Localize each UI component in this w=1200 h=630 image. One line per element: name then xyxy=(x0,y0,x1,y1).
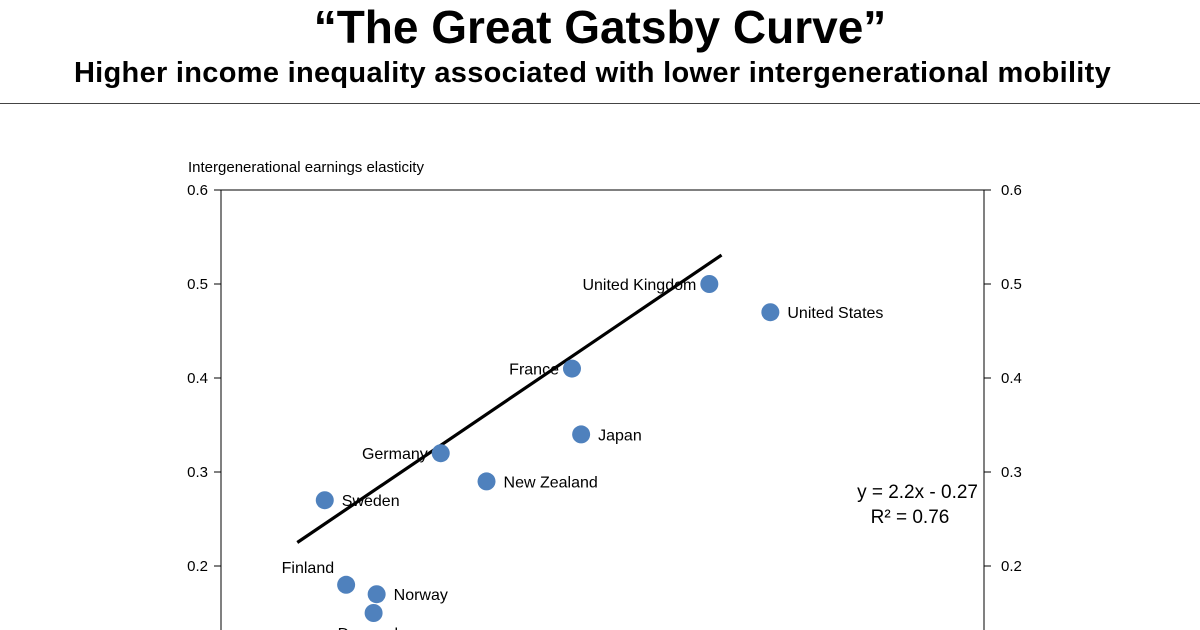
data-point-label: New Zealand xyxy=(504,474,598,491)
trend-line xyxy=(296,253,723,544)
data-point-label: Japan xyxy=(598,427,642,444)
data-point-label: United Kingdom xyxy=(582,277,696,294)
y-tick-label-right: 0.3 xyxy=(1001,464,1022,481)
data-points: United Kingdom United States France Japan Ge… xyxy=(282,275,883,630)
data-point xyxy=(761,303,780,322)
data-point xyxy=(572,425,591,444)
y-tick-label-right: 0.6 xyxy=(1001,182,1022,199)
data-point xyxy=(315,491,334,510)
data-point xyxy=(367,585,386,604)
y-tick-label-left: 0.6 xyxy=(187,182,208,199)
y-tick-label-left: 0.5 xyxy=(187,276,208,293)
y-tick-label-left: 0.4 xyxy=(187,370,208,387)
data-point-label: Norway xyxy=(394,587,448,604)
r-squared-label: R² = 0.76 xyxy=(871,507,950,528)
data-point xyxy=(364,604,383,622)
plot-area-frame xyxy=(220,189,985,630)
y-tick-label-right: 0.4 xyxy=(1001,370,1022,387)
y-tick-label-right: 0.2 xyxy=(1001,558,1022,575)
data-point-label: United States xyxy=(787,305,883,322)
data-point xyxy=(562,359,581,378)
data-point xyxy=(431,444,450,463)
data-point xyxy=(700,275,719,293)
y-tick-label-left: 0.2 xyxy=(187,558,208,575)
left-axis-ticks: 0.6 0.5 0.4 0.3 0.2 xyxy=(187,182,221,575)
regression-equation: y = 2.2x - 0.27 xyxy=(857,482,978,503)
data-point-label: Finland xyxy=(282,560,334,577)
data-point-label: Denmark xyxy=(338,626,404,630)
y-tick-label-left: 0.3 xyxy=(187,464,208,481)
data-point-label: Sweden xyxy=(342,493,400,510)
y-tick-label-right: 0.5 xyxy=(1001,276,1022,293)
data-point xyxy=(337,575,356,594)
chart-subtitle: Higher income inequality associated with… xyxy=(73,57,1112,89)
right-axis-ticks: 0.6 0.5 0.4 0.3 0.2 xyxy=(984,182,1022,575)
y-axis-label: Intergenerational earnings elasticity xyxy=(188,159,424,176)
data-point-label: Germany xyxy=(362,446,428,463)
header-divider xyxy=(0,103,1200,104)
data-point-label: France xyxy=(509,362,559,379)
chart-title: “The Great Gatsby Curve” xyxy=(313,1,887,53)
data-point xyxy=(477,472,496,491)
